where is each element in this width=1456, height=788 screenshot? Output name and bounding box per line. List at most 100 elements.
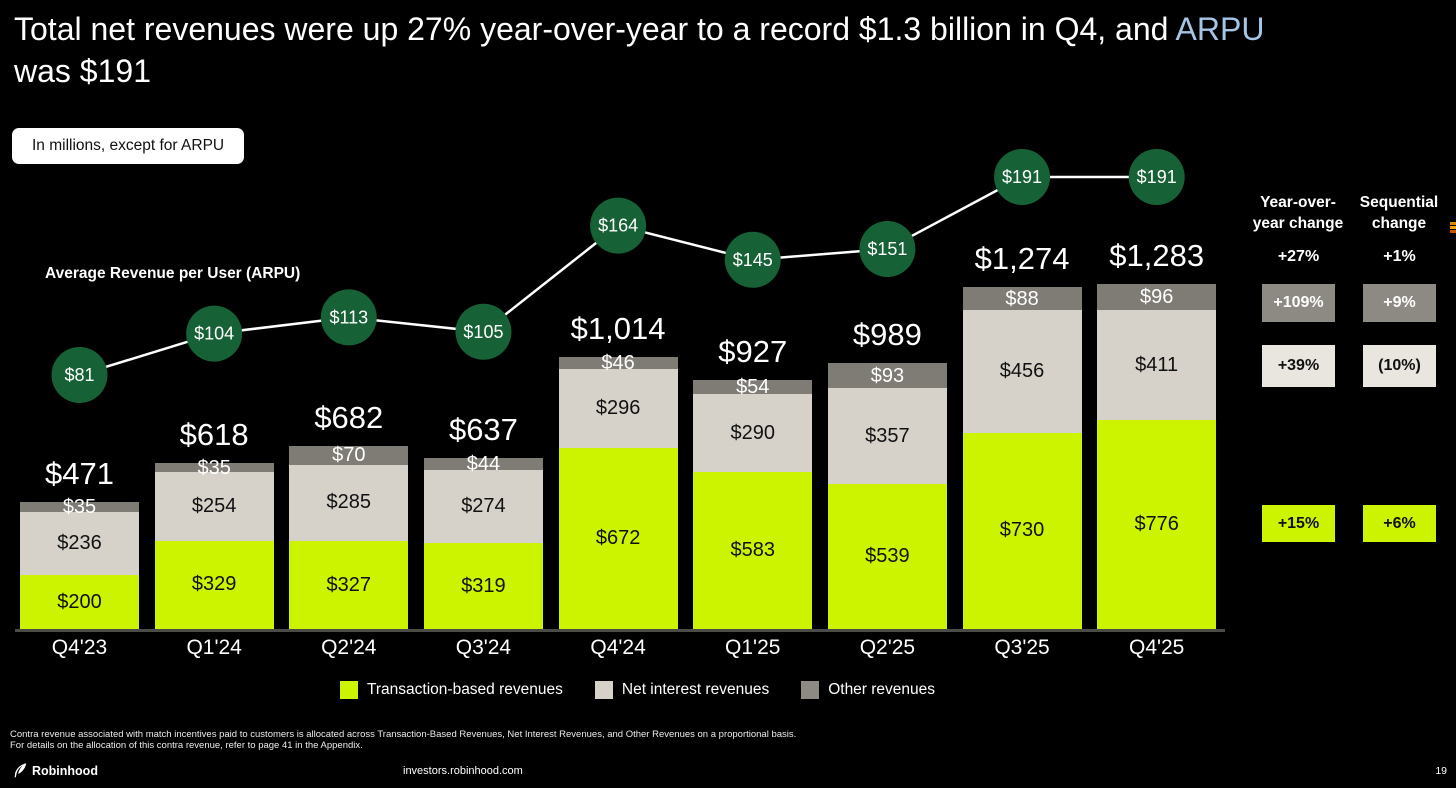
svg-text:$145: $145 — [733, 250, 773, 270]
net-interest-value-label: $456 — [999, 360, 1045, 383]
legend-item-other: Other revenues — [801, 681, 935, 699]
svg-text:$191: $191 — [1002, 167, 1042, 187]
bar-total-label: $637 — [448, 411, 518, 447]
bar-Q3'25: $1,274 $456 $730 $88 — [962, 241, 1082, 629]
page-number: 19 — [1435, 765, 1447, 777]
segment-other-revenues — [693, 379, 813, 395]
brand-logo: Robinhood — [14, 763, 98, 778]
transaction-value-label: $319 — [461, 574, 506, 597]
segment-other-revenues — [20, 502, 139, 512]
bar-total-label: $618 — [179, 416, 249, 452]
transaction-swatch-icon — [340, 681, 358, 699]
transaction-value-label: $776 — [1134, 513, 1179, 536]
seq-change-net-interest-badge: (10%) — [1363, 345, 1436, 387]
feather-icon — [14, 763, 27, 778]
x-axis-label-Q4'25: Q4'25 — [1128, 636, 1185, 659]
page-title: Total net revenues were up 27% year-over… — [14, 8, 1450, 92]
brand-name: Robinhood — [32, 763, 98, 778]
bar-Q4'25: $1,283 $411 $776 $96 — [1097, 239, 1217, 629]
x-axis-label-Q4'23: Q4'23 — [51, 636, 108, 659]
seq-change-transaction-badge: +6% — [1363, 505, 1436, 542]
segment-net-interest: $274 — [423, 469, 543, 544]
segment-net-interest: $456 — [962, 310, 1082, 433]
net-interest-value-label: $236 — [57, 532, 102, 555]
transaction-value-label: $539 — [865, 545, 910, 568]
segment-transaction: $583 — [693, 472, 813, 629]
bar-total-label: $1,014 — [570, 310, 666, 346]
orange-stripes-artifact — [1450, 222, 1456, 234]
svg-text:$81: $81 — [64, 365, 94, 385]
x-axis-label-Q2'25: Q2'25 — [859, 636, 916, 659]
bar-Q1'24: $618 $254 $329 $35 — [154, 417, 274, 629]
transaction-value-label: $672 — [595, 527, 641, 550]
footnote: Contra revenue associated with match inc… — [10, 729, 796, 751]
svg-text:$151: $151 — [867, 239, 907, 259]
net-interest-value-label: $357 — [865, 424, 910, 447]
bar-total-label: $1,283 — [1109, 238, 1205, 274]
segment-net-interest: $236 — [20, 511, 139, 576]
bar-total-label: $927 — [718, 333, 788, 369]
transaction-value-label: $583 — [730, 539, 776, 562]
net-interest-value-label: $274 — [461, 494, 506, 517]
transaction-value-label: $327 — [326, 573, 372, 596]
other-revenues-value-label: $88 — [1005, 287, 1039, 310]
net-interest-value-label: $411 — [1135, 353, 1179, 376]
yoy-change-header: Year-over- year change — [1252, 194, 1344, 232]
arpu-point-Q3'24: $105 — [455, 303, 512, 360]
segment-net-interest: $357 — [827, 388, 947, 485]
svg-text:$191: $191 — [1137, 167, 1177, 187]
other-revenues-value-label: $93 — [870, 364, 905, 387]
footer-url: investors.robinhood.com — [403, 765, 523, 777]
arpu-point-Q4'23: $81 — [51, 347, 108, 403]
segment-transaction: $319 — [423, 543, 543, 629]
arpu-point-Q4'24: $164 — [590, 197, 647, 254]
bar-Q2'24: $682 $285 $327 $70 — [289, 400, 409, 629]
arpu-point-Q3'25: $191 — [994, 149, 1051, 205]
segment-transaction: $730 — [962, 432, 1082, 629]
segment-other-revenues — [289, 445, 409, 465]
net-interest-value-label: $290 — [730, 421, 776, 444]
bar-Q4'23: $471 $236 $200 $35 — [20, 457, 139, 629]
transaction-value-label: $329 — [191, 573, 237, 596]
x-axis-label-Q2'24: Q2'24 — [321, 636, 377, 659]
x-axis-label-Q1'25: Q1'25 — [725, 636, 781, 659]
segment-net-interest: $411 — [1097, 310, 1217, 421]
x-axis-label-Q3'24: Q3'24 — [455, 636, 512, 659]
footnote-line2: For details on the allocation of this co… — [10, 740, 363, 751]
other-revenues-value-label: $46 — [601, 351, 635, 374]
segment-net-interest: $254 — [154, 472, 274, 541]
seq-change-total: +1% — [1383, 248, 1416, 265]
units-badge: In millions, except for ARPU — [12, 128, 245, 164]
other-revenues-value-label: $35 — [197, 456, 231, 479]
seq-change-other-badge: +9% — [1363, 284, 1436, 322]
bar-total-label: $1,274 — [974, 240, 1070, 276]
title-line2: was $191 — [14, 53, 151, 89]
transaction-value-label: $200 — [57, 590, 102, 613]
legend-item-transaction: Transaction-based revenues — [340, 681, 563, 699]
x-axis-line — [15, 629, 1225, 632]
segment-transaction: $327 — [289, 541, 409, 629]
arpu-point-Q1'25: $145 — [724, 231, 781, 288]
segment-net-interest: $285 — [289, 464, 409, 542]
other-swatch-icon — [801, 681, 820, 699]
legend: Transaction-based revenues Net interest … — [340, 681, 935, 699]
footnote-line1: Contra revenue associated with match inc… — [10, 729, 797, 740]
arpu-point-Q2'24: $113 — [320, 289, 377, 346]
sequential-change-header: Sequential change — [1359, 194, 1439, 232]
arpu-point-Q1'24: $104 — [186, 305, 243, 362]
other-revenues-value-label: $35 — [62, 496, 97, 519]
x-axis-label-Q3'25: Q3'25 — [994, 636, 1050, 659]
bar-total-label: $989 — [852, 317, 922, 353]
yoy-change-net-interest-badge: +39% — [1262, 345, 1335, 387]
yoy-change-transaction-badge: +15% — [1262, 505, 1335, 542]
other-revenues-value-label: $70 — [332, 444, 366, 467]
segment-transaction: $200 — [20, 575, 139, 629]
x-axis-label-Q1'24: Q1'24 — [186, 636, 242, 659]
bar-Q4'24: $1,014 $296 $672 $46 — [558, 311, 678, 629]
segment-other-revenues — [154, 462, 274, 473]
title-text: Total net revenues were up 27% year-over… — [14, 11, 1176, 47]
svg-text:$105: $105 — [463, 322, 503, 342]
title-highlight-arpu: ARPU — [1175, 11, 1265, 47]
